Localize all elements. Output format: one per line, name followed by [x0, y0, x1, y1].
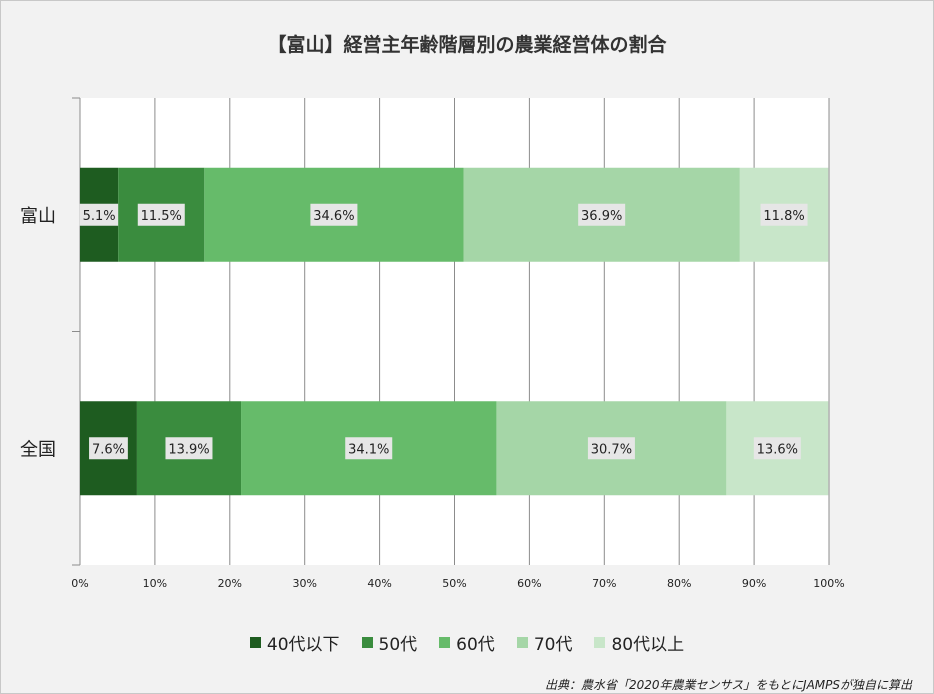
legend-item: 40代以下 [249, 630, 340, 655]
data-label: 5.1% [83, 209, 116, 224]
legend-label: 60代 [456, 635, 495, 655]
legend-swatch [439, 637, 451, 648]
legend-item: 70代 [516, 630, 573, 655]
source-note: 出典：農水省「2020年農業センサス」をもとにJAMPSが独自に算出 [544, 678, 912, 692]
legend-swatch [516, 637, 528, 648]
legend-label: 70代 [533, 635, 573, 655]
data-label: 13.6% [757, 442, 798, 457]
legend-swatch [249, 637, 261, 648]
x-tick-label: 70% [592, 577, 616, 590]
data-label-bg [165, 437, 213, 460]
x-tick-label: 100% [813, 577, 844, 590]
data-label: 13.9% [168, 442, 209, 457]
x-tick-label: 90% [742, 577, 766, 590]
x-tick-label: 30% [292, 577, 316, 590]
category-label: 全国 [20, 439, 56, 460]
x-tick-label: 10% [143, 577, 167, 590]
x-tick-label: 20% [218, 577, 242, 590]
legend-item: 50代 [361, 630, 418, 655]
data-label-bg [89, 437, 128, 460]
data-label-bg [753, 437, 801, 460]
data-label: 36.9% [581, 209, 622, 224]
legend-label: 80代以上 [611, 635, 685, 655]
data-label: 11.8% [763, 209, 804, 224]
data-label: 7.6% [92, 442, 125, 457]
data-label: 34.6% [313, 209, 354, 224]
x-tick-label: 40% [367, 577, 391, 590]
data-label: 34.1% [348, 442, 389, 457]
data-label-bg [137, 203, 185, 226]
legend-item: 80代以上 [594, 630, 684, 655]
data-label-bg [79, 203, 119, 226]
legend-label: 50代 [378, 635, 418, 655]
data-label-bg [760, 203, 808, 226]
data-label-bg [587, 437, 635, 460]
data-label-bg [310, 203, 358, 226]
legend-swatch [361, 637, 373, 648]
data-label-bg [345, 437, 393, 460]
x-tick-label: 0% [71, 577, 88, 590]
legend: 40代以下 50代 60代 70代 80代以上 [0, 630, 934, 655]
legend-label: 40代以下 [266, 635, 340, 655]
data-label: 11.5% [141, 209, 182, 224]
x-tick-label: 50% [442, 577, 466, 590]
chart-title: 【富山】経営主年齢階層別の農業経営体の割合 [267, 34, 667, 56]
data-label-bg [578, 203, 626, 226]
legend-item: 60代 [439, 630, 495, 655]
data-label: 30.7% [591, 442, 632, 457]
legend-swatch [594, 637, 606, 648]
category-label: 富山 [20, 206, 56, 227]
x-tick-label: 80% [667, 577, 691, 590]
x-tick-label: 60% [517, 577, 541, 590]
